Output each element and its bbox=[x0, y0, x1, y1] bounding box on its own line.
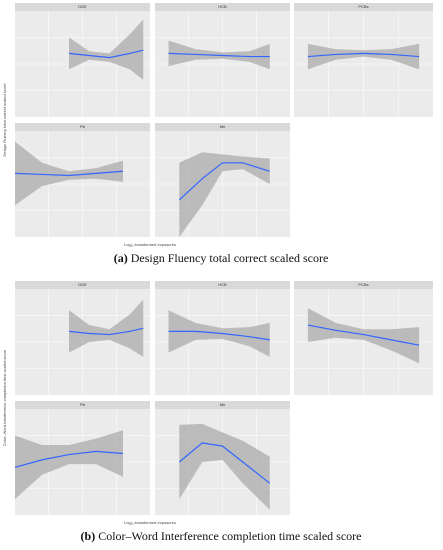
strip bbox=[294, 281, 433, 289]
strip bbox=[15, 3, 150, 11]
caption-label: (b) bbox=[81, 529, 96, 543]
smooth-line bbox=[168, 52, 270, 58]
caption-text: Color–Word Interference completion time … bbox=[98, 529, 361, 543]
caption-label: (a) bbox=[114, 251, 128, 265]
strip bbox=[15, 123, 150, 131]
strip-label: DDE bbox=[78, 282, 87, 287]
y-axis-label: Color–Word Interference completion time … bbox=[2, 349, 7, 446]
smooth-line bbox=[14, 450, 124, 468]
x-axis-label: Log₁₀-transformed exposures bbox=[124, 520, 176, 525]
smooth-line bbox=[68, 327, 144, 336]
caption-text: Design Fluency total correct scaled scor… bbox=[131, 251, 329, 265]
confidence-band bbox=[15, 141, 123, 206]
smooth-line bbox=[168, 330, 270, 341]
strip bbox=[155, 401, 290, 409]
strip-label: Mn bbox=[220, 124, 226, 129]
strip-label: Mn bbox=[220, 402, 226, 407]
caption: (b) Color–Word Interference completion ti… bbox=[81, 529, 362, 543]
x-axis-label: Log₁₀-transformed exposures bbox=[124, 242, 176, 247]
strip-label: PCBs bbox=[358, 282, 368, 287]
smooth-line bbox=[307, 324, 420, 346]
smooth-line bbox=[68, 49, 144, 59]
strip bbox=[155, 281, 290, 289]
strip-label: PCBs bbox=[358, 4, 368, 9]
smooth-line bbox=[14, 170, 124, 177]
confidence-band bbox=[69, 299, 144, 357]
strip-label: Pb bbox=[80, 402, 86, 407]
confidence-band bbox=[69, 19, 144, 80]
smooth-line bbox=[178, 162, 270, 201]
strip-label: HCB bbox=[218, 282, 227, 287]
strip bbox=[155, 123, 290, 131]
strip bbox=[155, 3, 290, 11]
y-axis-label: Design Fluency total correct scaled scor… bbox=[2, 83, 7, 157]
confidence-band bbox=[15, 430, 123, 500]
strip-label: Pb bbox=[80, 124, 86, 129]
confidence-band bbox=[179, 423, 270, 510]
confidence-band bbox=[307, 43, 420, 70]
smooth-line bbox=[307, 52, 420, 58]
strip bbox=[294, 3, 433, 11]
confidence-band bbox=[307, 308, 420, 364]
strip bbox=[15, 401, 150, 409]
strip-label: DDE bbox=[78, 4, 87, 9]
confidence-band bbox=[179, 152, 270, 237]
strip bbox=[15, 281, 150, 289]
strip-label: HCB bbox=[218, 4, 227, 9]
smooth-line bbox=[178, 442, 271, 484]
caption: (a) Design Fluency total correct scaled s… bbox=[114, 251, 329, 265]
